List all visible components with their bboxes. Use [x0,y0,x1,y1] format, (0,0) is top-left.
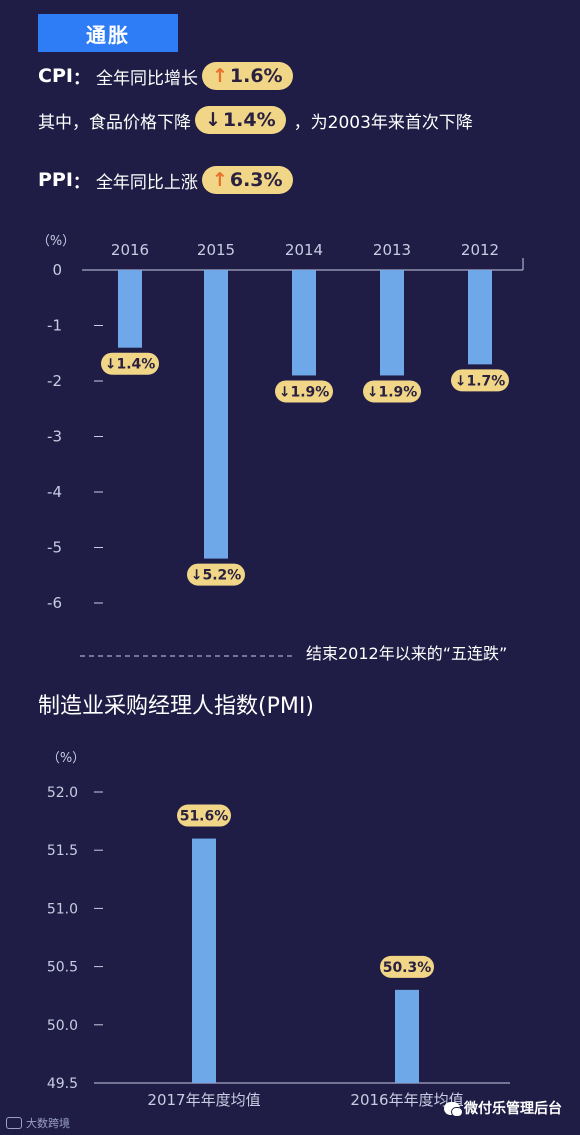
x-tick-label: 2017年年度均值 [147,1091,260,1109]
x-tick-label: 2012 [461,241,499,259]
ppi-key: PPI [38,169,73,191]
data-label-badge [101,352,159,375]
arrow-up-icon: ↑ [211,65,228,87]
y-tick-label: -5 [47,539,62,557]
pmi-chart: （%） 52.0 51.5 51.0 50.5 50.0 49.5 51.6% 2017年年度均… [47,751,510,1109]
cpi-desc: 全年同比增长 [95,68,198,89]
x-tick-label: 2016 [111,241,149,259]
y-tick-label: -1 [47,317,62,335]
y-tick-label: 49.5 [47,1076,78,1092]
footer-right-text: 微付乐管理后台 [464,1101,562,1117]
y-axis-unit-label: （%） [37,234,75,249]
data-label-badge [380,955,434,978]
y-tick-label: 51.0 [47,901,78,917]
ppi-row: PPI ： 全年同比上涨 ↑ 6.3% [38,166,293,194]
brand-logo-icon [6,1117,22,1129]
ppi-colon: ： [72,172,90,193]
footer-left-text: 大数跨境 [26,1117,70,1130]
x-tick-label: 2015 [197,241,235,259]
data-label: 50.3% [383,960,432,976]
y-axis-unit-label: （%） [47,751,85,766]
y-tick-label: 50.0 [47,1018,78,1034]
food-value: 1.4% [222,109,276,131]
bar [118,270,142,348]
footer-left-brand: 大数跨境 [6,1115,70,1131]
y-tick-label: -2 [47,372,62,390]
x-tick-label: 2013 [373,241,411,259]
data-label-badge [275,380,333,403]
data-label: ↓1.9% [279,384,330,400]
bar [204,270,228,559]
pmi-section-title: 制造业采购经理人指数(PMI) [38,694,314,719]
cpi-key: CPI [38,65,73,87]
y-tick-label: 52.0 [47,785,78,801]
cpi-value: 1.6% [229,65,283,87]
data-label: ↓5.2% [191,568,242,584]
y-tick-label: 51.5 [47,843,78,859]
data-label: ↓1.9% [367,384,418,400]
food-suffix: ，为2003年来首次下降 [293,112,473,133]
ppi-decline-chart: （%） 2016 2015 2014 2013 2012 0 -1 -2 -3 -4 -5 -6 ↓1.4… [37,234,524,663]
bar [192,838,216,1083]
cpi-colon: ： [72,68,90,89]
food-prefix: 其中，食品价格下降 [38,112,191,133]
data-label: 51.6% [180,809,229,825]
wechat-icon [444,1101,463,1117]
y-tick-label: 0 [52,261,62,279]
data-label: ↓1.4% [105,357,156,373]
x-tick-label: 2016年年度均值 [350,1091,463,1109]
arrow-up-icon: ↑ [211,169,228,191]
bar [395,989,419,1083]
footer-right-brand: 微付乐管理后台 [444,1098,562,1118]
bar [468,270,492,365]
x-tick-label: 2014 [285,241,323,259]
bar [380,270,404,376]
cpi-row: CPI ： 全年同比增长 ↑ 1.6% [38,62,293,90]
y-tick-label: -6 [47,594,62,612]
y-tick-label: -4 [47,483,62,501]
data-label-badge [451,369,509,392]
y-tick-label: 50.5 [47,960,78,976]
section-title-tag: 通胀 [38,14,178,52]
ppi-desc: 全年同比上涨 [95,172,198,193]
arrow-down-icon: ↓ [205,109,221,131]
bar [292,270,316,376]
food-row: 其中，食品价格下降 ↓ 1.4% ，为2003年来首次下降 [38,106,473,134]
food-value-badge: ↓ 1.4% [195,106,286,134]
section-title-text: 通胀 [86,22,130,47]
ppi-value: 6.3% [229,169,283,191]
data-label: ↓1.7% [455,373,506,389]
data-label-badge [187,563,245,586]
ppi-value-badge: ↑ 6.3% [201,166,293,194]
data-label-badge [177,804,231,827]
chart-note: 结束2012年以来的“五连跌” [306,644,507,663]
cpi-value-badge: ↑ 1.6% [201,62,293,90]
data-label-badge [363,380,421,403]
y-tick-label: -3 [47,428,62,446]
